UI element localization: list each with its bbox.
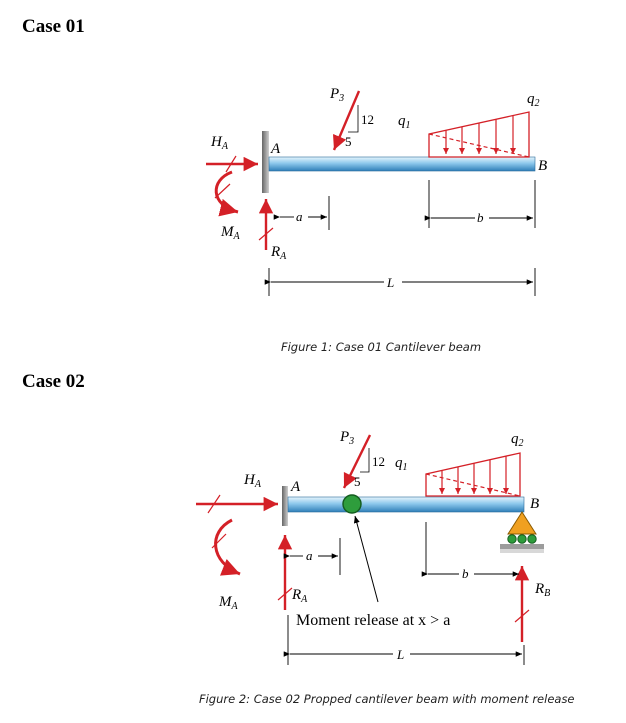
dim-l-label: L [386,275,394,290]
ma-label: M [220,224,235,240]
q1-label: q [398,113,406,129]
ma-subscript: A [231,601,239,612]
rb-arrow-slash [514,609,530,623]
ma-label: M [218,594,233,610]
arrow-slash [225,155,237,173]
ha-subscript: A [254,479,262,490]
moment-arrow-slash [211,533,227,549]
roller-support-ground-shadow [500,549,544,553]
ha-subscript: A [221,141,229,152]
svg-text:q2: q2 [511,431,524,449]
p3-subscript: 3 [348,436,354,447]
svg-text:q1: q1 [395,455,408,473]
moment-arrow [214,170,239,217]
ra-label: R [270,244,280,260]
svg-text:HA: HA [243,472,262,490]
dim-b-label: b [477,210,484,225]
q2-label: q [527,91,535,107]
p3-label: P [329,86,339,102]
moment-release-note: Moment release at x > a [296,612,450,629]
q2-subscript: 2 [535,98,540,109]
case-02-diagram: HA A MA RA RB B P3 12 5 q1 q2 a b L Mome… [196,429,550,665]
figure-2-caption: Figure 2: Case 02 Propped cantilever bea… [199,692,575,706]
reaction-arrow-slash [277,587,293,601]
point-b-label: B [538,158,547,174]
ra-subscript: A [300,594,308,605]
reaction-arrow-slash [258,227,274,241]
moment-arrow [214,518,241,576]
q2-subscript: 2 [519,438,524,449]
svg-text:q1: q1 [398,113,411,131]
fixed-wall [282,486,288,526]
ra-subscript: A [279,251,287,262]
slope-rise-label: 12 [372,454,385,469]
q2-label: q [511,431,519,447]
case-02-heading: Case 02 [22,371,85,392]
q1-label: q [395,455,403,471]
figure-1-caption: Figure 1: Case 01 Cantilever beam [281,340,482,354]
ra-label: R [291,587,301,603]
svg-text:MA: MA [220,224,241,242]
moment-release-pointer [353,515,379,603]
p3-label: P [339,429,349,445]
case-01-diagram: HA MA RA A B P3 12 5 q1 q2 a b L [206,86,547,296]
point-b-label: B [530,496,539,512]
distributed-load-arrows [443,116,516,154]
dimension-lines [283,522,525,665]
distributed-load-arrows [439,456,509,494]
slope-run-label: 5 [345,134,352,149]
svg-text:P3: P3 [339,429,354,447]
arrow-slash [207,494,221,514]
p3-load-arrow [332,90,361,151]
svg-text:q2: q2 [527,91,540,109]
point-a-label: A [290,479,301,495]
beam [268,156,536,172]
case-01-heading: Case 01 [22,16,85,37]
svg-text:RA: RA [291,587,308,605]
beam [287,496,525,513]
svg-text:MA: MA [218,594,239,612]
svg-text:RB: RB [534,581,550,599]
dim-l-label: L [396,647,404,662]
slope-triangle [348,105,359,133]
moment-arrow-slash [214,183,231,199]
roller-support-triangle [507,511,537,535]
slope-triangle [360,448,370,473]
roller-support-ground [500,544,544,549]
ha-label: H [243,472,256,488]
rb-label: R [534,581,544,597]
q1-subscript: 1 [406,120,411,131]
dim-b-label: b [462,566,469,581]
dim-a-label: a [296,209,303,224]
moment-release-hinge [342,494,362,514]
svg-text:P3: P3 [329,86,344,104]
svg-text:RA: RA [270,244,287,262]
p3-load-arrow [342,434,372,489]
q1-subscript: 1 [403,462,408,473]
svg-text:HA: HA [210,134,229,152]
rb-subscript: B [544,588,550,599]
fixed-wall [262,131,269,193]
ha-label: H [210,134,223,150]
point-a-label: A [270,141,281,157]
slope-run-label: 5 [354,474,361,489]
dim-a-label: a [306,548,313,563]
p3-subscript: 3 [338,93,344,104]
ma-subscript: A [233,231,241,242]
distributed-load-outline [425,452,521,497]
slope-rise-label: 12 [361,112,374,127]
roller-support-wheels [507,534,537,544]
dimension-lines [264,180,536,296]
